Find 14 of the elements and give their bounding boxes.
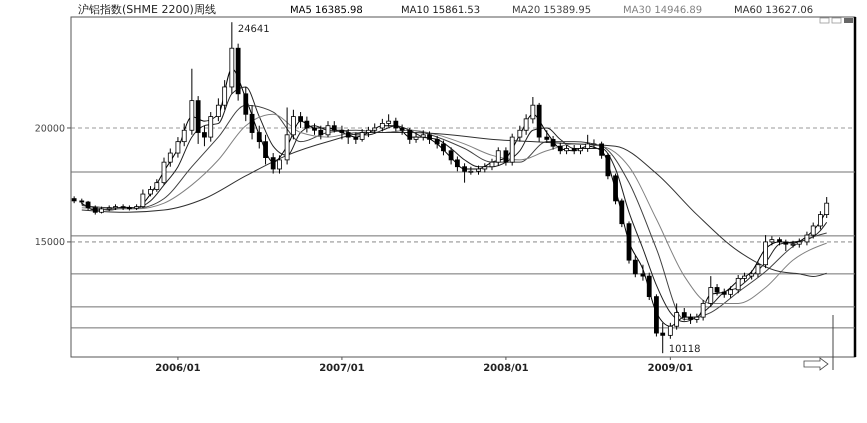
y-tick-label: 20000 [34,123,65,134]
text: MA20 15389.95 [512,5,592,16]
chart-title: 沪铝指数(SHME 2200)周线 [78,3,216,16]
text: MA30 14946.89 [623,5,702,16]
x-tick-label: 2007/01 [319,363,365,374]
x-tick-label: 2009/01 [648,363,694,374]
text: MA60 13627.06 [734,5,814,16]
annotation: 24641 [238,24,270,36]
text: MA10 15861.53 [401,5,480,16]
text: MA5 16385.98 [290,5,363,16]
y-tick-label: 15000 [34,237,65,248]
annotation: 10118 [668,344,701,356]
x-tick-label: 2006/01 [155,363,201,374]
x-tick-label: 2008/01 [483,363,529,374]
